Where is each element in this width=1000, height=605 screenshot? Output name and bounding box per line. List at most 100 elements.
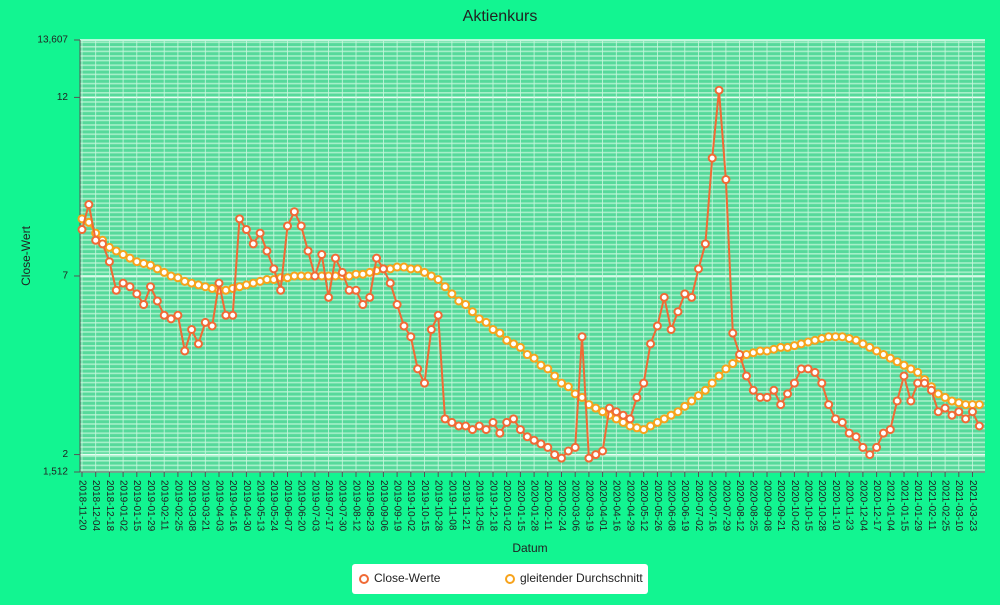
data-point xyxy=(385,278,395,288)
x-tick-label: 2020-10-28 xyxy=(816,480,827,532)
x-tick-label: 2018-12-18 xyxy=(104,480,115,532)
data-point xyxy=(844,428,854,438)
x-tick-label: 2019-08-23 xyxy=(364,480,375,532)
data-point xyxy=(598,407,608,417)
data-point xyxy=(604,403,614,413)
data-point xyxy=(193,339,203,349)
data-point xyxy=(550,371,560,381)
x-tick-label: 2020-01-15 xyxy=(515,480,526,532)
data-point xyxy=(700,385,710,395)
x-tick-label: 2018-12-04 xyxy=(90,480,101,532)
data-point xyxy=(447,417,457,427)
x-tick-label: 2019-08-12 xyxy=(350,480,361,532)
data-point xyxy=(940,392,950,402)
x-tick-label: 2021-01-29 xyxy=(912,480,923,532)
data-point xyxy=(865,342,875,352)
data-point xyxy=(659,414,669,424)
data-point xyxy=(481,317,491,327)
x-tick-label: 2020-05-12 xyxy=(638,480,649,532)
x-tick-label: 2020-12-04 xyxy=(857,480,868,532)
data-point xyxy=(865,450,875,460)
data-point xyxy=(111,285,121,295)
data-point xyxy=(831,414,840,424)
data-point xyxy=(289,207,299,217)
data-point xyxy=(372,253,382,263)
x-tick-label: 2020-03-06 xyxy=(570,480,581,532)
data-point xyxy=(591,403,601,413)
data-point xyxy=(817,378,827,388)
data-point xyxy=(515,342,525,352)
x-tick-label: 2020-08-12 xyxy=(734,480,745,532)
data-point xyxy=(858,442,868,452)
x-tick-label: 2019-07-17 xyxy=(323,480,334,532)
chart-title: Aktienkurs xyxy=(463,8,538,25)
data-point xyxy=(872,346,882,356)
x-tick-label: 2019-04-03 xyxy=(213,480,224,532)
data-point xyxy=(420,267,429,277)
data-point xyxy=(392,300,402,310)
data-point xyxy=(522,432,532,442)
x-tick-label: 2020-09-21 xyxy=(775,480,786,532)
data-point xyxy=(926,385,936,395)
data-point xyxy=(885,425,895,435)
data-point xyxy=(461,421,471,431)
data-point xyxy=(132,289,142,299)
data-point xyxy=(618,417,628,427)
data-point xyxy=(646,339,656,349)
data-point xyxy=(974,400,984,410)
data-point xyxy=(522,350,532,360)
x-tick-label: 2021-02-25 xyxy=(939,480,950,532)
data-point xyxy=(570,442,580,452)
data-point xyxy=(961,414,971,424)
data-point xyxy=(255,228,265,238)
data-point xyxy=(84,200,94,210)
data-point xyxy=(625,414,635,424)
x-tick-label: 2020-06-19 xyxy=(679,480,690,532)
data-point xyxy=(714,371,724,381)
x-tick-label: 2019-09-06 xyxy=(378,480,389,532)
data-point xyxy=(180,346,190,356)
data-point xyxy=(584,453,594,463)
data-point xyxy=(118,250,128,260)
x-tick-label: 2020-12-17 xyxy=(871,480,882,532)
data-point xyxy=(495,328,505,338)
data-point xyxy=(659,292,669,302)
data-point xyxy=(769,385,779,395)
data-point xyxy=(783,389,793,399)
plot-area xyxy=(80,40,985,472)
data-point xyxy=(529,435,539,445)
data-point xyxy=(776,400,786,410)
x-tick-label: 2019-10-28 xyxy=(433,480,444,532)
data-point xyxy=(563,446,573,456)
data-point xyxy=(509,339,519,349)
data-point xyxy=(440,282,450,292)
x-tick-label: 2020-10-02 xyxy=(789,480,800,532)
data-point xyxy=(892,357,902,367)
x-tick-label: 2019-01-02 xyxy=(117,480,128,532)
data-point xyxy=(707,153,717,163)
x-tick-label: 2020-11-10 xyxy=(830,480,841,531)
y-tick-label: 2 xyxy=(62,449,68,460)
legend-label: Close-Werte xyxy=(374,571,441,585)
data-point xyxy=(529,353,539,363)
y-tick-label: 12 xyxy=(57,92,69,103)
y-tick-label: 13,607 xyxy=(37,35,68,46)
x-tick-label: 2019-02-25 xyxy=(172,480,183,532)
x-tick-label: 2020-03-19 xyxy=(583,480,594,532)
data-point xyxy=(762,392,772,402)
x-tick-label: 2019-04-16 xyxy=(227,480,238,532)
data-point xyxy=(228,310,238,320)
x-tick-label: 2019-03-21 xyxy=(200,480,211,532)
x-tick-label: 2020-10-15 xyxy=(802,480,813,532)
data-point xyxy=(426,325,436,335)
data-point xyxy=(632,392,642,402)
y-axis-title: Close-Wert xyxy=(19,225,33,285)
x-axis-title: Datum xyxy=(512,541,547,555)
data-point xyxy=(824,400,834,410)
data-point xyxy=(680,401,690,411)
data-point xyxy=(851,432,861,442)
data-point xyxy=(591,450,601,460)
data-point xyxy=(913,367,923,377)
data-point xyxy=(324,292,334,302)
